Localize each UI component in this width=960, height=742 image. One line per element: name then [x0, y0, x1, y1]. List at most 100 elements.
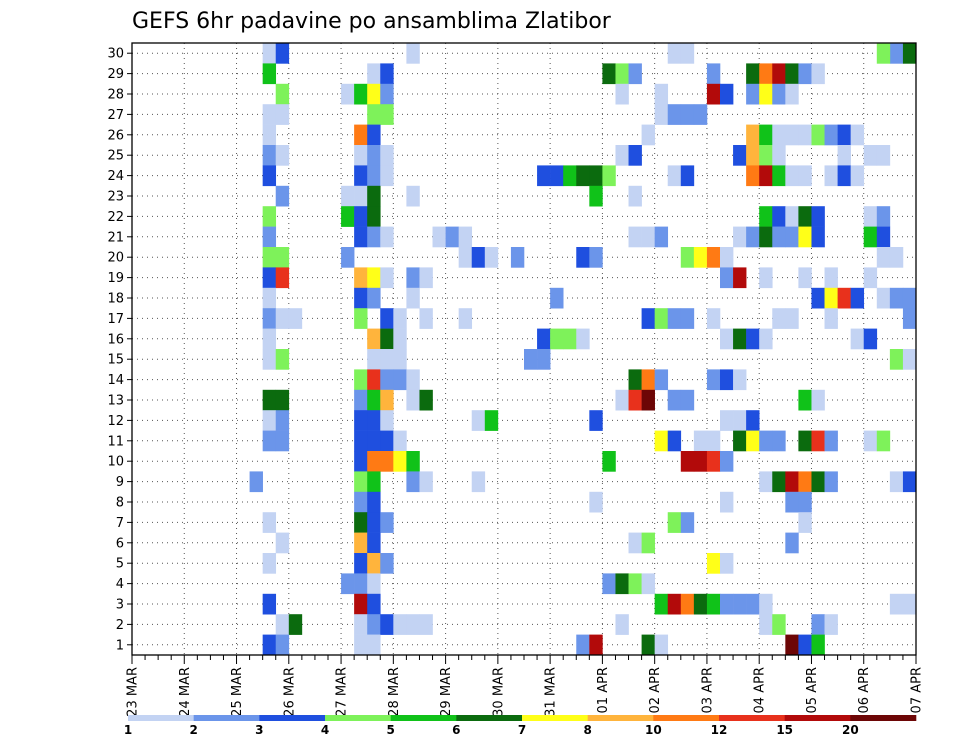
y-tick-label: 9 [116, 475, 124, 490]
legend-swatch [390, 715, 457, 721]
precip-cell [693, 247, 708, 268]
precip-cell [275, 247, 290, 268]
precip-cell [419, 267, 433, 289]
precip-cell [406, 185, 420, 207]
precip-cell [772, 471, 786, 493]
precip-cell [759, 124, 773, 146]
precip-cell [275, 614, 290, 635]
precip-cell [563, 328, 577, 350]
precip-cell [406, 389, 420, 411]
precip-cell [720, 491, 734, 513]
precip-cell [262, 634, 277, 656]
precip-cell [798, 206, 812, 227]
precip-cell [641, 369, 655, 391]
precip-cell [393, 349, 407, 370]
precip-cell [902, 593, 917, 615]
legend-swatch [653, 715, 720, 721]
precip-cell [850, 328, 865, 350]
legend-swatch [850, 715, 917, 721]
precip-cell [576, 634, 590, 656]
precip-cell [772, 124, 786, 146]
y-tick-label: 5 [116, 557, 124, 572]
precip-cell [693, 104, 708, 125]
precip-cell [798, 389, 812, 411]
precip-cell [863, 226, 878, 248]
precip-cell [380, 145, 394, 166]
precip-cells [249, 43, 917, 656]
precip-cell [406, 43, 420, 64]
precip-cell [354, 124, 368, 146]
precip-cell [706, 308, 721, 329]
precip-cell [262, 226, 277, 248]
precip-cell [746, 410, 760, 431]
legend-label: 20 [842, 723, 859, 737]
precip-cell [380, 553, 394, 574]
precip-cell [367, 389, 381, 411]
precip-cell [341, 83, 355, 105]
precip-cell [863, 145, 878, 166]
precip-cell [824, 614, 838, 635]
precip-cell [589, 247, 603, 268]
precip-cell [667, 43, 682, 64]
precip-cell [367, 614, 381, 635]
precip-cell [380, 226, 394, 248]
precip-cell [262, 104, 277, 125]
precip-cell [720, 369, 734, 391]
precip-cell [876, 43, 891, 64]
precip-cell [720, 83, 734, 105]
precip-cell [576, 328, 590, 350]
precip-cell [889, 593, 904, 615]
y-tick-label: 21 [107, 230, 124, 245]
precip-cell [680, 104, 695, 125]
precip-cell [275, 185, 290, 207]
precip-cell [419, 389, 433, 411]
x-tick-label: 26 MAR [282, 667, 297, 717]
precip-cell [354, 512, 368, 533]
precip-cell [589, 185, 603, 207]
precip-cell [380, 165, 394, 187]
precip-cell [262, 267, 277, 289]
precip-cell [262, 328, 277, 350]
precip-cell [772, 614, 786, 635]
precip-cell [275, 308, 290, 329]
y-tick-label: 8 [116, 496, 124, 511]
precip-cell [667, 308, 682, 329]
precip-cell [471, 247, 486, 268]
precip-cell [746, 83, 760, 105]
y-tick-label: 15 [107, 353, 124, 368]
precip-cell [615, 614, 629, 635]
precip-cell [406, 451, 420, 472]
precip-cell [262, 43, 277, 64]
precip-cell [720, 451, 734, 472]
color-legend: 1 2 3 4 5 6 7 8 10 12 15 20 [124, 715, 917, 737]
precip-cell [354, 185, 368, 207]
precip-cell [641, 389, 655, 411]
precip-cell [380, 389, 394, 411]
precip-cell [902, 287, 917, 309]
precip-cell [706, 593, 721, 615]
precip-cell [641, 226, 655, 248]
precip-cell [576, 165, 590, 187]
precip-cell [667, 389, 682, 411]
y-tick-label: 3 [116, 598, 124, 613]
precip-cell [863, 430, 878, 452]
precip-cell [667, 593, 682, 615]
precip-cell [785, 83, 799, 105]
y-tick-label: 28 [107, 88, 124, 103]
precip-cell [667, 430, 682, 452]
precip-cell [680, 593, 695, 615]
precip-cell [798, 634, 812, 656]
precip-cell [367, 471, 381, 493]
precip-cell [550, 328, 564, 350]
y-tick-label: 1 [116, 638, 124, 653]
precip-cell [380, 328, 394, 350]
precip-cell [576, 247, 590, 268]
legend-label: 6 [452, 723, 460, 737]
precip-cell [811, 471, 825, 493]
legend-label: 10 [645, 723, 662, 737]
precip-cell [275, 532, 290, 554]
precip-cell [275, 389, 290, 411]
precip-cell [746, 226, 760, 248]
x-tick-label: 01 APR [596, 667, 611, 713]
precip-cell [772, 145, 786, 166]
